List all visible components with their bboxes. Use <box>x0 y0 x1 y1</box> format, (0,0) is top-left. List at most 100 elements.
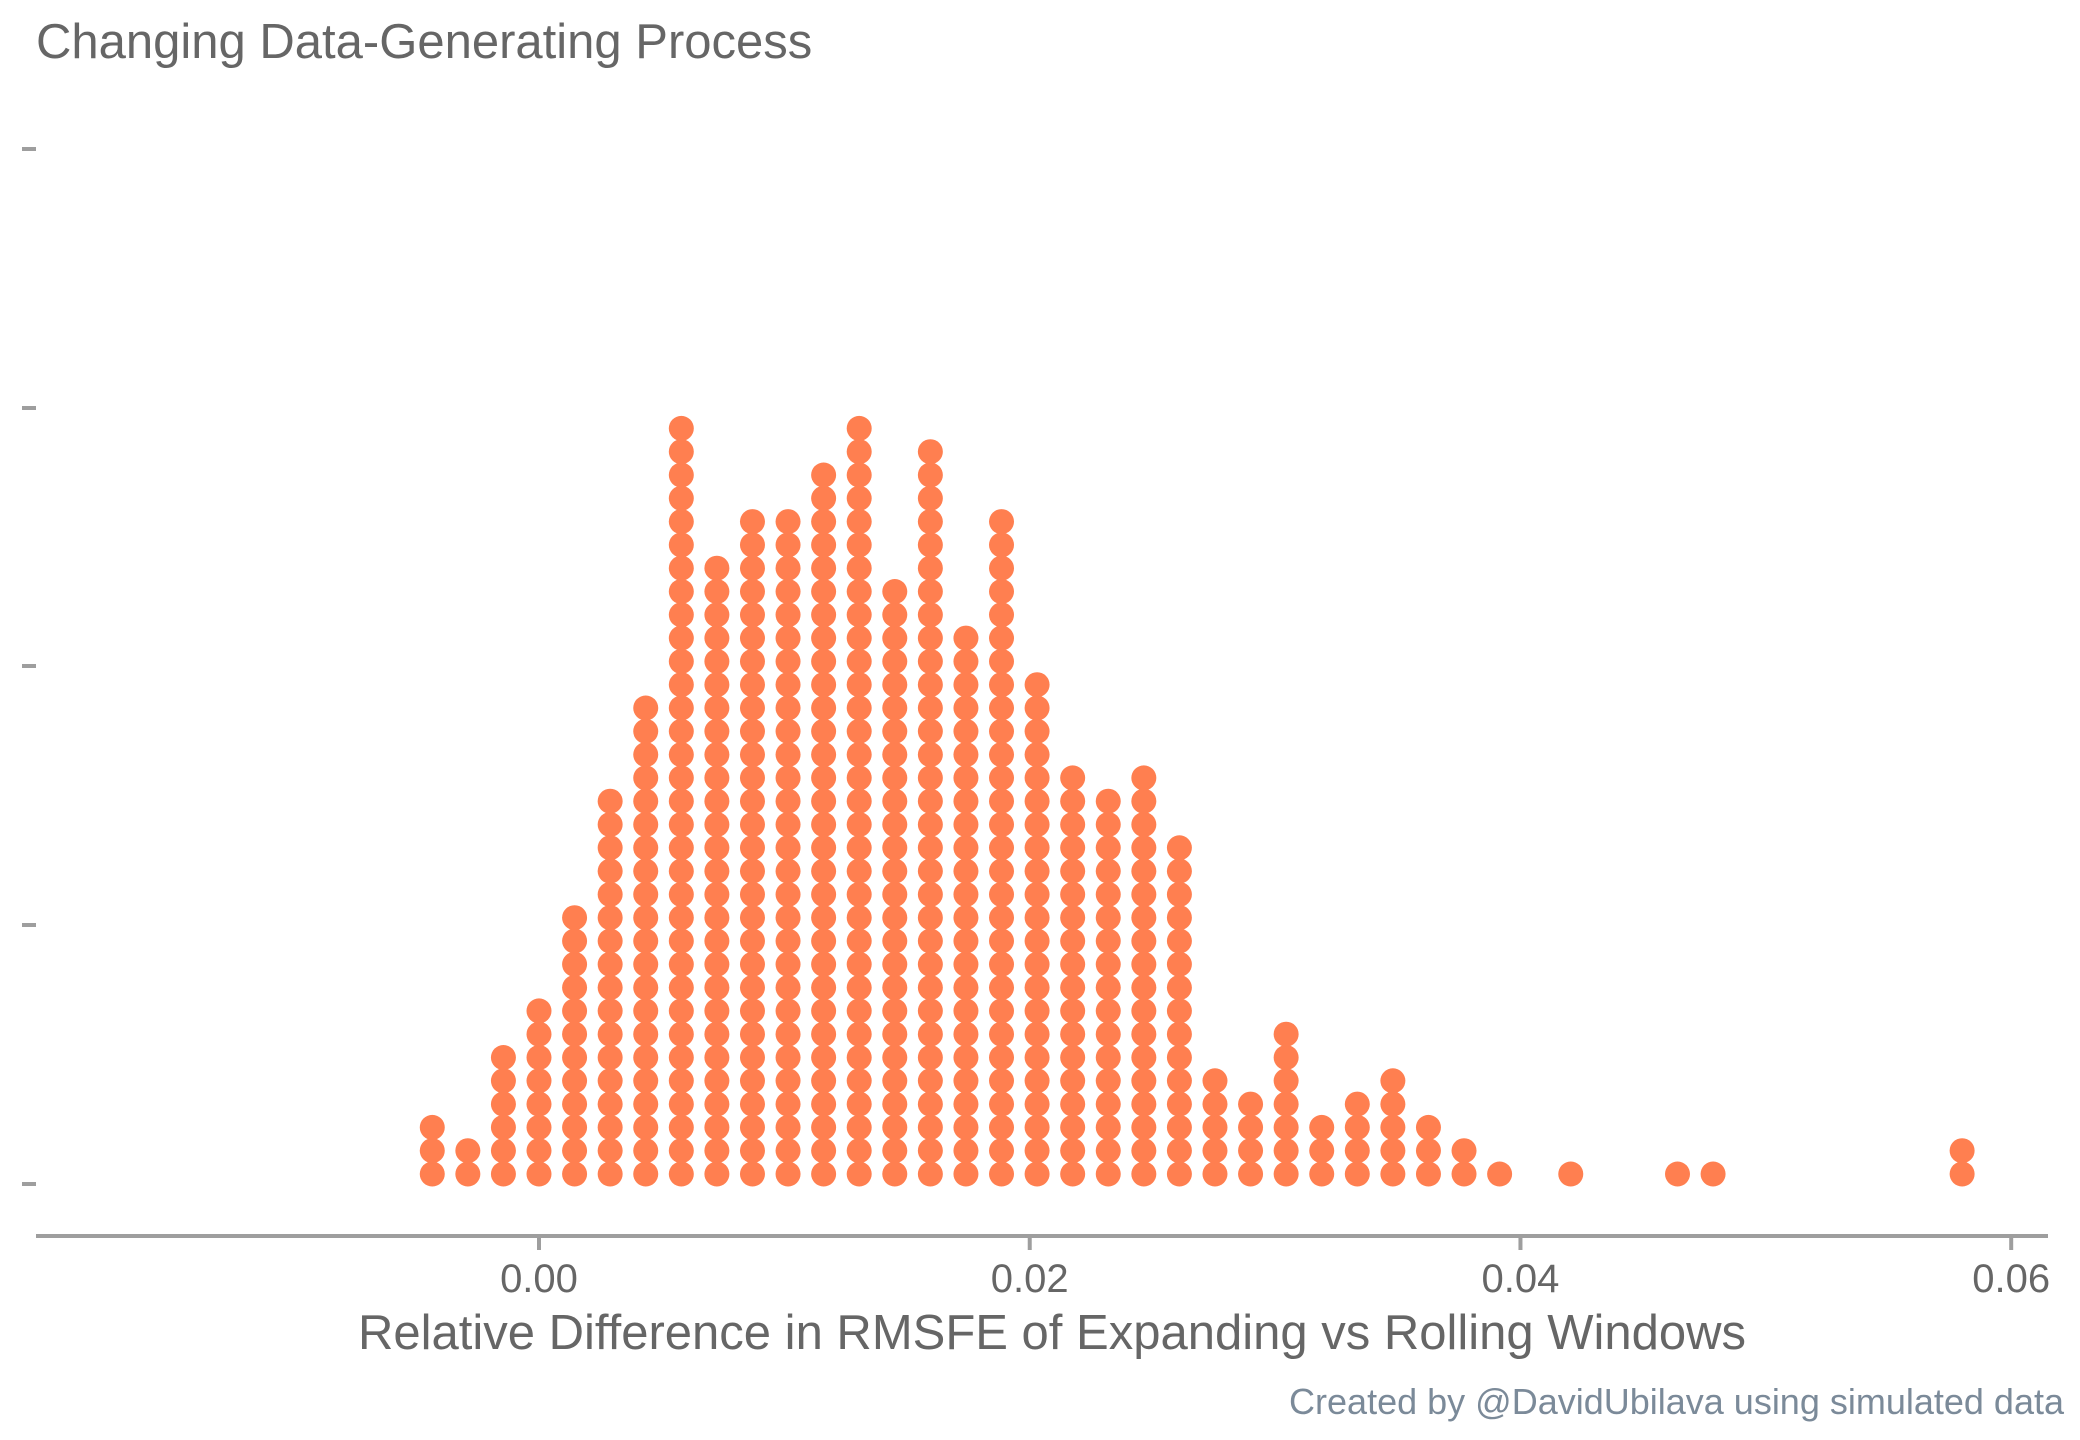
data-dot <box>633 905 659 931</box>
data-dot <box>846 858 872 884</box>
data-dot <box>1166 1114 1192 1140</box>
data-dot <box>882 835 908 861</box>
data-dot <box>597 858 623 884</box>
data-dot <box>811 1114 837 1140</box>
data-dot <box>989 835 1015 861</box>
data-dot <box>597 998 623 1024</box>
data-dot <box>811 1045 837 1070</box>
data-dot <box>1202 1091 1228 1117</box>
data-dot <box>633 998 659 1024</box>
data-dot <box>739 905 765 931</box>
data-dot <box>882 718 908 744</box>
data-dot <box>811 1138 837 1164</box>
data-dot <box>882 1068 908 1094</box>
data-dot <box>811 462 837 488</box>
data-dot <box>953 625 979 651</box>
data-dot <box>562 951 588 977</box>
data-dot <box>668 905 694 931</box>
data-dot <box>739 625 765 651</box>
data-dot <box>1024 1045 1050 1070</box>
data-dot <box>882 928 908 954</box>
data-dot <box>1166 1091 1192 1117</box>
data-dot <box>989 648 1015 674</box>
data-dot <box>1060 1045 1086 1070</box>
data-dot <box>490 1045 516 1070</box>
data-dot <box>526 1161 552 1187</box>
data-dot <box>633 928 659 954</box>
data-dot <box>775 1068 801 1094</box>
data-dot <box>668 998 694 1024</box>
data-dot <box>562 1138 588 1164</box>
data-dot <box>1060 1091 1086 1117</box>
data-dot <box>1060 951 1086 977</box>
data-dot <box>1095 1138 1121 1164</box>
data-dot <box>882 905 908 931</box>
x-tick-label: 0.00 <box>500 1257 578 1301</box>
data-dot <box>1060 881 1086 907</box>
data-dot <box>1273 1045 1299 1070</box>
data-dot <box>1949 1161 1975 1187</box>
data-dot <box>882 602 908 628</box>
data-dot <box>846 1021 872 1047</box>
data-dot <box>989 718 1015 744</box>
data-dot <box>1131 951 1157 977</box>
data-dot <box>1166 881 1192 907</box>
data-dot <box>1060 928 1086 954</box>
data-dot <box>917 881 943 907</box>
data-dot <box>1024 905 1050 931</box>
data-dot <box>953 695 979 721</box>
data-dot <box>953 1114 979 1140</box>
data-dot <box>846 905 872 931</box>
data-dot <box>811 742 837 768</box>
data-dot <box>775 532 801 558</box>
data-dot <box>846 555 872 581</box>
data-dot <box>917 788 943 814</box>
data-dot <box>1060 765 1086 791</box>
data-dot <box>597 905 623 931</box>
data-dot <box>1024 765 1050 791</box>
data-dot <box>739 742 765 768</box>
data-dot <box>739 835 765 861</box>
data-dot <box>811 1161 837 1187</box>
data-dot <box>1095 858 1121 884</box>
data-dot <box>704 672 730 698</box>
data-dot <box>1024 1138 1050 1164</box>
data-dot <box>953 1138 979 1164</box>
data-dot <box>917 765 943 791</box>
data-dot <box>811 1021 837 1047</box>
data-dot <box>1166 905 1192 931</box>
data-dot <box>668 951 694 977</box>
data-dot <box>704 695 730 721</box>
data-dot <box>989 509 1015 535</box>
data-dot <box>739 951 765 977</box>
data-dot <box>811 951 837 977</box>
x-tick-label: 0.06 <box>1972 1257 2050 1301</box>
data-dot <box>704 1045 730 1070</box>
data-dot <box>597 1114 623 1140</box>
data-dot <box>1380 1161 1406 1187</box>
data-dot <box>668 532 694 558</box>
data-dot <box>846 742 872 768</box>
data-dot <box>775 602 801 628</box>
data-dot <box>1415 1161 1441 1187</box>
data-dot <box>1024 858 1050 884</box>
data-dot <box>562 1021 588 1047</box>
data-dot <box>846 648 872 674</box>
data-dot <box>1202 1068 1228 1094</box>
data-dot <box>1451 1138 1477 1164</box>
data-dot <box>1131 998 1157 1024</box>
data-dot <box>597 812 623 837</box>
data-dot <box>1060 1161 1086 1187</box>
data-dot <box>775 648 801 674</box>
data-dot <box>1024 1161 1050 1187</box>
data-dot <box>1024 718 1050 744</box>
data-dot <box>882 1114 908 1140</box>
data-dot <box>1344 1161 1370 1187</box>
data-dot <box>739 1114 765 1140</box>
data-dot <box>1238 1161 1264 1187</box>
data-dot <box>882 742 908 768</box>
data-dot <box>668 648 694 674</box>
data-dot <box>668 672 694 698</box>
data-dot <box>490 1138 516 1164</box>
